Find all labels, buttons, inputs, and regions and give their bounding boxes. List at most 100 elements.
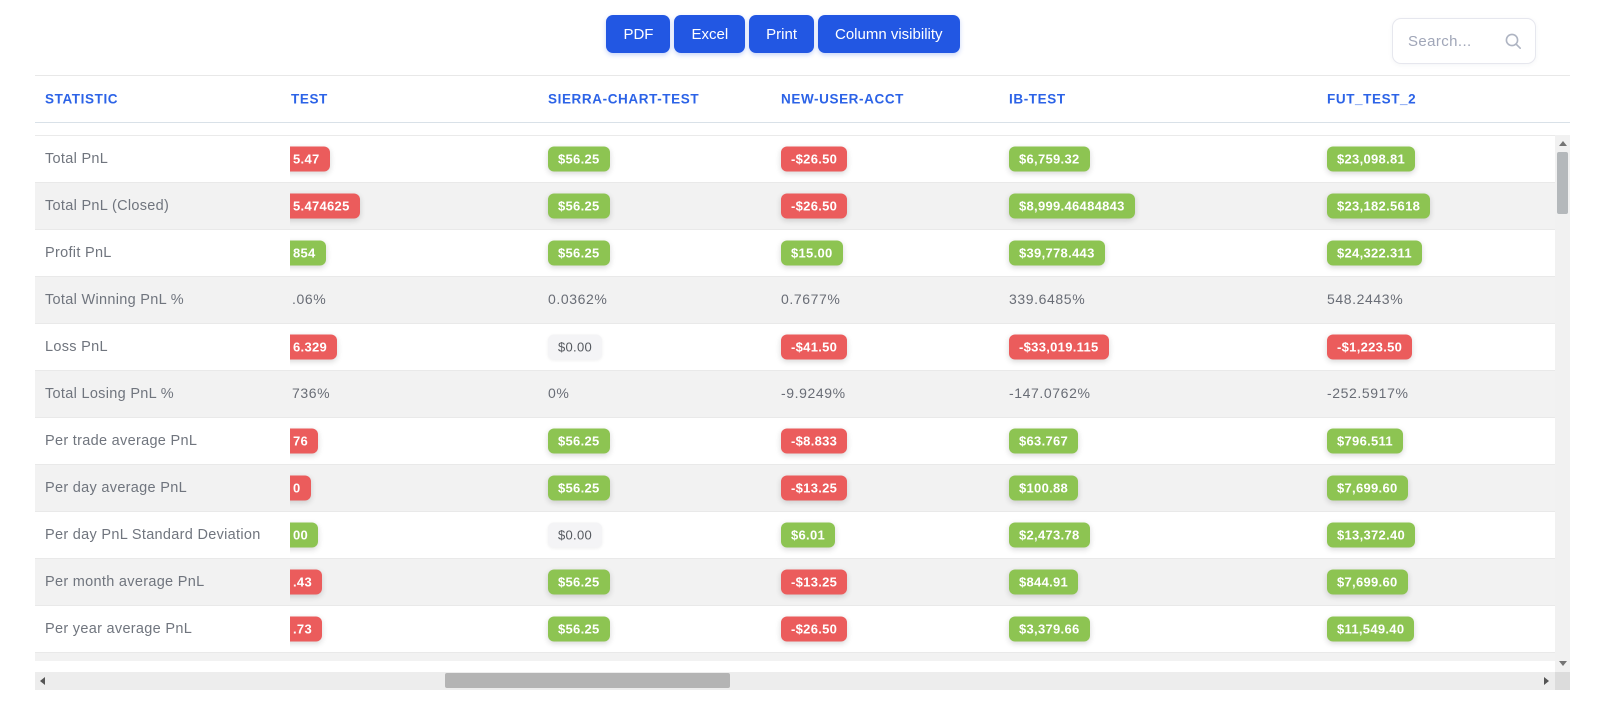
cell-value-badge: $15.00	[781, 240, 843, 266]
cell-value: 0.0362%	[548, 291, 608, 307]
search-icon	[1504, 32, 1523, 51]
table-row: Total Losing PnL % 736% 0% -9.9249% -147.076…	[35, 371, 1555, 418]
cell-value-badge: $796.511	[1327, 428, 1403, 454]
cell-value-badge: 00	[290, 522, 319, 548]
cell-value: 0.7677%	[781, 291, 841, 307]
header-sierra-chart-test[interactable]: SIERRA-CHART-TEST	[548, 91, 700, 107]
cell-value-badge: -$41.50	[781, 334, 848, 360]
scroll-left-button[interactable]	[40, 676, 45, 685]
cell-value: -147.0762%	[1009, 385, 1091, 401]
cell-value: -9.9249%	[781, 385, 846, 401]
header-statistic[interactable]: STATISTIC	[45, 91, 119, 107]
table-row: Per month average PnL .43 $56.25 -$13.25 $84…	[35, 559, 1555, 606]
statistic-label: Per trade average PnL	[45, 433, 198, 449]
cell-value-badge: $56.25	[548, 475, 610, 501]
cell-value-badge: 854	[290, 240, 326, 266]
table-header: STATISTIC TEST SIERRA-CHART-TEST NEW-USE…	[35, 75, 1570, 123]
scroll-down-button[interactable]	[1558, 661, 1567, 666]
cell-value-badge: $8,999.46484843	[1009, 193, 1135, 219]
table-row: Total PnL 5.47 $56.25 -$26.50 $6,759.32 $23,0…	[35, 136, 1555, 183]
cell-value-badge: $39,778.443	[1009, 240, 1105, 266]
cell-value-badge: $23,098.81	[1327, 146, 1416, 172]
table-row: Per day average PnL 0 $56.25 -$13.25 $100.88…	[35, 465, 1555, 512]
horizontal-scroll-track[interactable]	[35, 672, 1555, 690]
table-row: Total PnL (Closed) 5.474625 $56.25 -$26.50 $…	[35, 183, 1555, 230]
cell-value-badge: 5.474625	[290, 193, 360, 219]
cell-value-badge: $0.00	[548, 334, 603, 360]
statistic-label: Per month average PnL	[45, 574, 205, 590]
export-button-group: PDF Excel Print Column visibility	[0, 15, 1584, 53]
column-visibility-button[interactable]: Column visibility	[818, 15, 960, 53]
cell-value-badge: -$26.50	[781, 146, 848, 172]
cell-value: -252.5917%	[1327, 385, 1409, 401]
partial-next-row	[35, 653, 1555, 661]
cell-value-badge: $13,372.40	[1327, 522, 1416, 548]
table-row: Per year average PnL .73 $56.25 -$26.50 $3,3…	[35, 606, 1555, 653]
horizontal-scroll-thumb[interactable]	[445, 673, 730, 688]
cell-value: 548.2443%	[1327, 291, 1404, 307]
vertical-scroll-thumb[interactable]	[1557, 152, 1568, 214]
header-new-user-acct[interactable]: NEW-USER-ACCT	[781, 91, 905, 107]
cell-value: 736%	[292, 385, 331, 401]
cell-value-badge: $56.25	[548, 569, 610, 595]
statistic-label: Per year average PnL	[45, 621, 193, 637]
vertical-scrollbar[interactable]	[1555, 135, 1570, 672]
cell-value-badge: $56.25	[548, 193, 610, 219]
cell-value-badge: -$8.833	[781, 428, 848, 454]
cell-value-badge: $7,699.60	[1327, 475, 1408, 501]
table-row: Per trade average PnL 76 $56.25 -$8.833 $63.…	[35, 418, 1555, 465]
cell-value-badge: $63.767	[1009, 428, 1079, 454]
cell-value-badge: .73	[290, 616, 322, 642]
cell-value-badge: $844.91	[1009, 569, 1079, 595]
cell-value-badge: $6.01	[781, 522, 836, 548]
table-body: Total PnL 5.47 $56.25 -$26.50 $6,759.32 $23,0…	[35, 135, 1555, 661]
header-fut-test-2[interactable]: FUT_TEST_2	[1327, 91, 1417, 107]
header-test[interactable]: TEST	[291, 91, 328, 107]
cell-value-badge: $2,473.78	[1009, 522, 1090, 548]
search-input[interactable]	[1408, 32, 1500, 50]
statistic-label: Profit PnL	[45, 245, 112, 261]
statistic-label: Loss PnL	[45, 339, 108, 355]
table-row: Total Winning PnL % .06% 0.0362% 0.7677% 339…	[35, 277, 1555, 324]
scroll-up-button[interactable]	[1558, 141, 1567, 146]
cell-value-badge: -$13.25	[781, 475, 848, 501]
cell-value: 339.6485%	[1009, 291, 1086, 307]
cell-value-badge: -$1,223.50	[1327, 334, 1413, 360]
table-row: Per day PnL Standard Deviation 00 $0.00 $6.…	[35, 512, 1555, 559]
statistics-table: STATISTIC TEST SIERRA-CHART-TEST NEW-USE…	[35, 75, 1570, 690]
print-button[interactable]: Print	[749, 15, 814, 53]
excel-button[interactable]: Excel	[674, 15, 746, 53]
pdf-button[interactable]: PDF	[606, 15, 671, 53]
cell-value-badge: -$33,019.115	[1009, 334, 1109, 360]
search-box	[1392, 18, 1536, 64]
cell-value-badge: -$26.50	[781, 193, 848, 219]
cell-value-badge: $100.88	[1009, 475, 1079, 501]
statistic-label: Per day PnL Standard Deviation	[45, 527, 261, 543]
cell-value-badge: $56.25	[548, 428, 610, 454]
cell-value-badge: 5.47	[290, 146, 330, 172]
cell-value-badge: $7,699.60	[1327, 569, 1408, 595]
cell-value-badge: -$13.25	[781, 569, 848, 595]
cell-value-badge: $23,182.5618	[1327, 193, 1431, 219]
cell-value-badge: 0	[290, 475, 311, 501]
scroll-right-button[interactable]	[1544, 676, 1549, 685]
scrollbar-corner	[1555, 672, 1570, 690]
cell-value: 0%	[548, 385, 570, 401]
table-row: Profit PnL 854 $56.25 $15.00 $39,778.443 $24,…	[35, 230, 1555, 277]
statistic-label: Total PnL (Closed)	[45, 198, 170, 214]
cell-value-badge: $56.25	[548, 616, 610, 642]
cell-value-badge: .43	[290, 569, 322, 595]
statistic-label: Total Losing PnL %	[45, 386, 174, 402]
header-ib-test[interactable]: IB-TEST	[1009, 91, 1066, 107]
cell-value-badge: $56.25	[548, 146, 610, 172]
cell-value-badge: $56.25	[548, 240, 610, 266]
cell-value-badge: -$26.50	[781, 616, 848, 642]
table-row: Loss PnL 6.329 $0.00 -$41.50 -$33,019.115 -$1…	[35, 324, 1555, 371]
cell-value-badge: $6,759.32	[1009, 146, 1090, 172]
cell-value-badge: $3,379.66	[1009, 616, 1090, 642]
statistic-label: Per day average PnL	[45, 480, 187, 496]
cell-value: .06%	[292, 291, 327, 307]
cell-value-badge: 6.329	[290, 334, 338, 360]
statistic-label: Total Winning PnL %	[45, 292, 184, 308]
statistic-label: Total PnL	[45, 151, 109, 167]
